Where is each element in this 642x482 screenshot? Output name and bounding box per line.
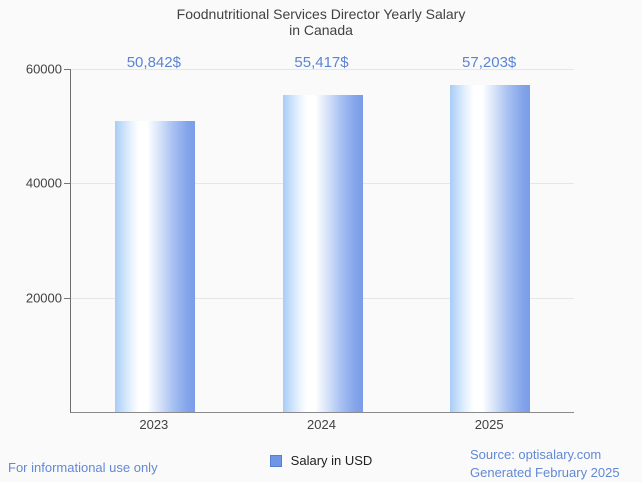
bar-2023[interactable] [114, 121, 195, 412]
chart-title: Foodnutritional Services Director Yearly… [0, 6, 642, 38]
bar-value-label: 50,842$ [126, 54, 181, 71]
legend: Salary in USD [0, 453, 642, 468]
attribution: Source: optisalary.com Generated Februar… [470, 446, 620, 482]
source-text: Source: optisalary.com [470, 447, 602, 462]
x-axis-label: 2023 [139, 417, 169, 432]
disclaimer-text: For informational use only [8, 460, 158, 475]
y-axis-label: 40000 [25, 175, 62, 191]
legend-swatch-icon [269, 454, 282, 467]
y-axis-tick [64, 69, 71, 70]
chart-title-line-2: in Canada [289, 22, 353, 38]
gridline [71, 69, 574, 70]
bar-value-annotations: 50,842$ 55,417$ 57,203$ [70, 54, 573, 72]
y-axis: 60000 40000 20000 [0, 62, 62, 412]
bar-2025[interactable] [450, 85, 531, 412]
bar-value-label: 55,417$ [294, 54, 349, 71]
legend-label: Salary in USD [290, 453, 373, 468]
x-axis-label: 2024 [307, 417, 336, 432]
y-axis-label: 60000 [25, 61, 62, 77]
y-axis-tick [64, 183, 71, 185]
x-axis-label: 2025 [474, 417, 504, 432]
bar-2024[interactable] [282, 95, 363, 412]
chart-title-line-1: Foodnutritional Services Director Yearly… [176, 6, 466, 22]
y-axis-tick [64, 297, 71, 299]
x-axis: 2023 2024 2025 [70, 417, 573, 435]
plot-area [64, 69, 574, 413]
bar-value-label: 57,203$ [462, 54, 517, 71]
y-axis-label: 20000 [25, 290, 62, 306]
generated-text: Generated February 2025 [470, 465, 620, 480]
